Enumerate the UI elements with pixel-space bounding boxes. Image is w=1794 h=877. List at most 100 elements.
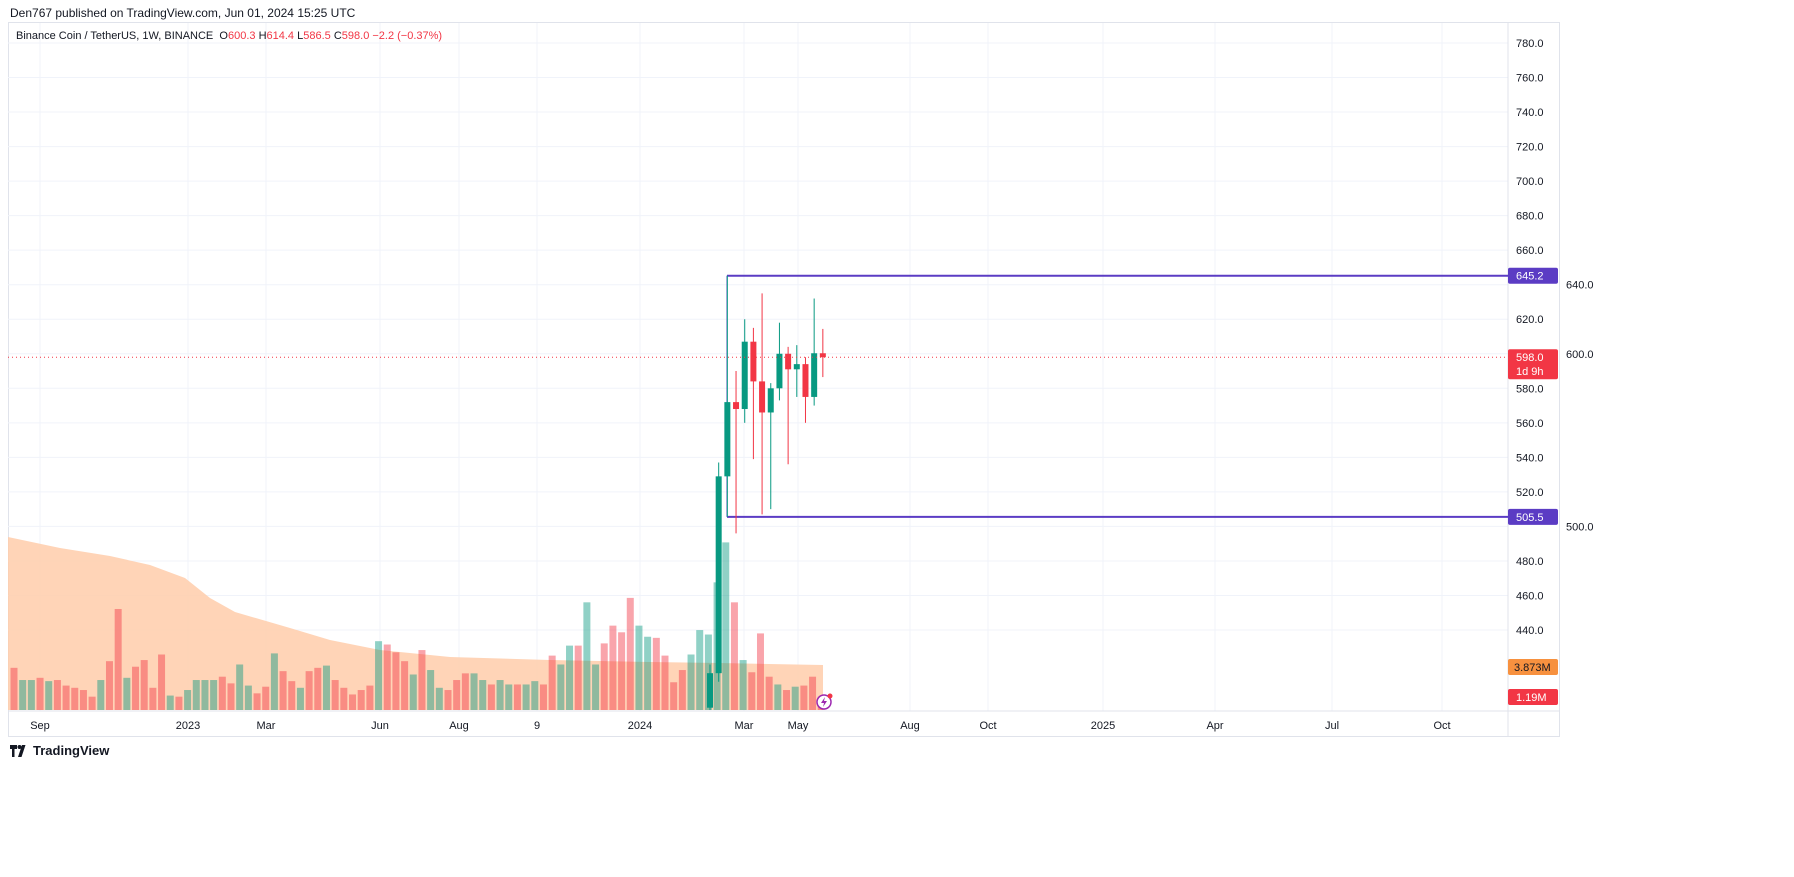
volume-bar (383, 644, 391, 710)
volume-bar (97, 680, 105, 710)
volume-bar (548, 655, 556, 710)
volume-bar (626, 597, 634, 710)
volume-bar (722, 542, 730, 710)
volume-bar (79, 690, 87, 710)
candle-body (724, 402, 731, 477)
volume-bar (496, 680, 504, 710)
level-label-high: 645.2 (1516, 271, 1544, 283)
level-label-bg-low (1508, 508, 1558, 525)
volume-bar (244, 685, 252, 710)
x-tick-label: 2023 (176, 720, 200, 732)
volume-bar (765, 676, 773, 710)
volume-bar (704, 634, 712, 710)
volume-bar (730, 602, 738, 710)
volume-bar (71, 687, 79, 710)
x-tick-label: 2024 (628, 720, 652, 732)
volume-bar (201, 680, 209, 710)
y-tick-label: 620.0 (1516, 314, 1544, 326)
y-tick-label: 520.0 (1516, 487, 1544, 499)
volume-bar (375, 641, 383, 710)
volume-bar (687, 654, 695, 710)
volume-last-label: 1.19M (1516, 692, 1547, 704)
tradingview-logo[interactable]: TradingView (10, 743, 109, 758)
candle-body (750, 341, 757, 382)
volume-ma-label-bg (1508, 659, 1558, 675)
volume-bar (574, 645, 582, 710)
volume-bar (505, 684, 513, 710)
y-tick-label: 640.0 (1566, 280, 1594, 292)
brand-name: TradingView (33, 743, 110, 758)
volume-bar (435, 687, 443, 710)
volume-bar (305, 671, 313, 710)
volume-bar (53, 680, 61, 710)
volume-bar (27, 680, 35, 710)
y-tick-label: 480.0 (1516, 556, 1544, 568)
volume-bar (748, 672, 756, 710)
volume-bar (600, 643, 608, 710)
volume-bar (357, 690, 365, 710)
volume-bar (756, 633, 764, 710)
volume-bar (409, 674, 417, 710)
volume-bar (62, 685, 70, 710)
volume-bar (470, 673, 478, 710)
x-tick-label: Apr (1206, 720, 1223, 732)
volume-bar (618, 632, 626, 710)
volume-bar (166, 695, 174, 710)
candle-body (715, 476, 722, 674)
x-tick-label: Aug (449, 720, 469, 732)
close-value: 598.0 (341, 30, 370, 42)
volume-bar (279, 671, 287, 710)
volume-bar (296, 687, 304, 710)
y-tick-label: 720.0 (1516, 142, 1544, 154)
chart-frame (8, 22, 1560, 737)
publication-info: Den767 published on TradingView.com, Jun… (10, 6, 356, 20)
x-tick-label: Aug (900, 720, 920, 732)
level-label-bg-high (1508, 267, 1558, 284)
volume-bar (566, 645, 574, 710)
volume-bar (331, 680, 339, 710)
volume-bar (609, 625, 617, 710)
x-tick-label: Mar (257, 720, 276, 732)
volume-bar (652, 637, 660, 710)
symbol-title[interactable]: Binance Coin / TetherUS, 1W, BINANCE (16, 30, 214, 42)
lightning-bolt-icon (821, 697, 827, 707)
x-tick-label: Sep (30, 720, 50, 732)
low-value: 586.5 (303, 30, 331, 42)
volume-bar (461, 673, 469, 710)
volume-bar (322, 665, 330, 710)
high-label: H (258, 30, 267, 42)
y-tick-label: 580.0 (1516, 383, 1544, 395)
open-value: 600.3 (227, 30, 256, 42)
x-tick-label: Oct (979, 720, 996, 732)
open-label: O (219, 30, 228, 42)
x-tick-label: May (788, 720, 809, 732)
volume-bar (184, 690, 192, 710)
volume-bar (644, 636, 652, 710)
last-price-label-bg (1508, 349, 1558, 380)
volume-bar (418, 650, 426, 710)
volume-bar (696, 630, 704, 710)
volume-bar (340, 687, 348, 710)
candle-body (741, 341, 748, 410)
volume-bar (270, 653, 278, 710)
volume-bar (366, 685, 374, 710)
y-tick-label: 540.0 (1516, 452, 1544, 464)
volume-bar (592, 664, 600, 710)
y-tick-label: 780.0 (1516, 38, 1544, 50)
volume-last-label-bg (1508, 689, 1558, 705)
x-tick-label: Oct (1433, 720, 1450, 732)
volume-bar (19, 680, 27, 710)
volume-bar (670, 682, 678, 710)
volume-bar (678, 670, 686, 710)
volume-bar (149, 687, 157, 710)
volume-bar (392, 652, 400, 710)
volume-bar (453, 680, 461, 710)
candle-body (819, 353, 826, 358)
candle-body (802, 364, 809, 397)
volume-bar (210, 680, 218, 710)
y-tick-label: 740.0 (1516, 107, 1544, 119)
notification-dot-icon (827, 693, 833, 699)
volume-bar (531, 681, 539, 710)
volume-bar (132, 666, 140, 710)
